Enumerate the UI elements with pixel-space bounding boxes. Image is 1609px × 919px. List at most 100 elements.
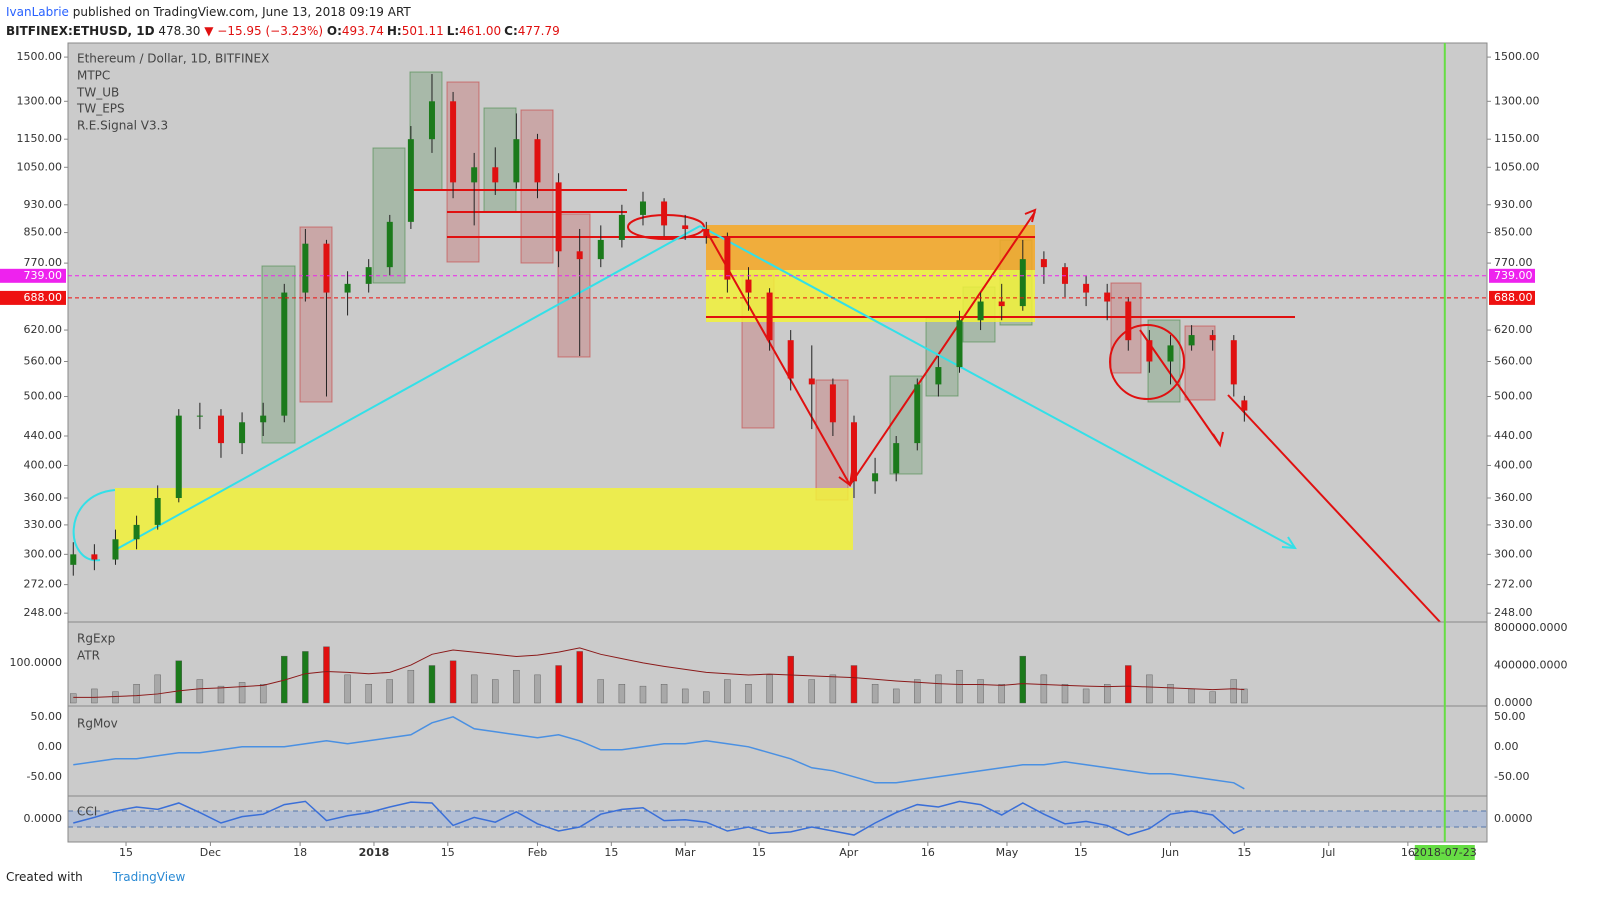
- volume-bar: [914, 679, 921, 704]
- x-tick-label: 15: [1074, 846, 1088, 859]
- price-badge: [0, 268, 66, 283]
- volume-bar: [1209, 691, 1216, 704]
- y-tick-label: 1150.00: [1494, 132, 1540, 145]
- y-tick-label: 1050.00: [1494, 160, 1540, 173]
- y2-tick-label: 400000.0000: [1494, 659, 1567, 672]
- volume-bar: [175, 660, 182, 704]
- candle-body: [217, 415, 224, 444]
- volume-bar: [196, 679, 204, 704]
- volume-bar: [1040, 674, 1048, 704]
- volume-bar: [449, 660, 457, 704]
- volume-bar: [1061, 684, 1069, 704]
- volume-bar: [724, 679, 731, 704]
- volume-bar: [956, 669, 963, 704]
- volume-bar: [154, 674, 161, 704]
- candle-body: [428, 101, 435, 140]
- volume-bar: [217, 685, 225, 704]
- candle-body: [239, 422, 246, 444]
- candle-body: [745, 279, 752, 293]
- candle-body: [618, 214, 625, 240]
- candle-body: [872, 473, 879, 482]
- volume-bar: [238, 682, 246, 704]
- volume-bar: [597, 679, 604, 704]
- candle-body: [450, 101, 457, 183]
- y-tick-label: 560.00: [1494, 355, 1533, 368]
- volume-bar: [1019, 655, 1026, 704]
- x-tick-label: Dec: [200, 846, 221, 859]
- quote-line: BITFINEX:ETHUSD, 1D 478.30 ▼ −15.95 (−3.…: [6, 22, 563, 41]
- trend-arrow: [699, 225, 1296, 549]
- volume-bar: [787, 655, 794, 704]
- candle-body: [661, 201, 668, 226]
- ohlc-key: L:: [446, 24, 460, 38]
- volume-bar: [850, 665, 858, 704]
- volume-bar: [829, 674, 837, 704]
- y-tick-label: 248.00: [24, 606, 63, 619]
- volume-bar: [576, 651, 583, 704]
- y2-tick-label: 0.0000: [1494, 696, 1533, 709]
- publish-line: IvanLabrie published on TradingView.com,…: [6, 3, 563, 22]
- volume-bar: [871, 684, 879, 704]
- candle-body: [597, 239, 604, 260]
- candle-body: [787, 340, 794, 379]
- x-tick-label: 15: [119, 846, 133, 859]
- indicator-name: R.E.Signal V3.3: [77, 119, 168, 133]
- y-tick-label: 50.00: [1494, 710, 1526, 723]
- candles: [70, 74, 1248, 576]
- candle-body: [344, 283, 351, 293]
- y-tick-label: 440.00: [1494, 429, 1533, 442]
- x-tick-label: Feb: [528, 846, 547, 859]
- volume-bar: [534, 674, 541, 704]
- volume-bar: [977, 679, 984, 704]
- x-tick-label: Apr: [839, 846, 859, 859]
- symbol: BITFINEX:ETHUSD, 1D: [6, 24, 155, 38]
- author[interactable]: IvanLabrie: [6, 5, 69, 19]
- candle-body: [893, 443, 900, 474]
- y-tick-label: 1050.00: [17, 160, 63, 173]
- volume-bar: [470, 674, 478, 704]
- ohlc-key: C:: [504, 24, 518, 38]
- plot-background: [68, 43, 1487, 842]
- range-box: [1147, 319, 1181, 403]
- x-tick-label: 16: [921, 846, 935, 859]
- resistance-zone: [706, 225, 1035, 270]
- price-badge-label: 739.00: [1494, 269, 1533, 282]
- volume-bar: [492, 679, 499, 704]
- candle-body: [365, 267, 372, 284]
- volume-bar: [133, 684, 140, 704]
- candle-body: [808, 378, 815, 385]
- candle-body: [555, 182, 562, 252]
- y-tick-label: 0.00: [38, 740, 63, 753]
- y-tick-label: 500.00: [24, 390, 63, 403]
- candle-body: [154, 498, 161, 525]
- ohlc-value: 461.00: [459, 24, 502, 38]
- candle-body: [1209, 335, 1216, 341]
- y2-tick-label: 800000.0000: [1494, 621, 1567, 634]
- y-tick-label: 440.00: [24, 429, 63, 442]
- candle-body: [1040, 259, 1047, 268]
- candle-body: [1019, 259, 1026, 307]
- x-tick-label: 16: [1401, 846, 1415, 859]
- y-tick-label: 248.00: [1494, 606, 1533, 619]
- volume-bar: [344, 674, 351, 704]
- volume-bar: [1167, 684, 1174, 704]
- brand-link[interactable]: TradingView: [112, 870, 186, 884]
- candle-body: [576, 251, 583, 260]
- candle-body: [703, 228, 710, 237]
- trend-arrow: [1227, 394, 1441, 623]
- y-tick-label: -50.00: [1494, 770, 1529, 783]
- price-change: ▼ −15.95 (−3.23%): [204, 24, 324, 38]
- y-tick-label: 620.00: [24, 323, 63, 336]
- highlight-circle: [1109, 324, 1185, 400]
- candle-body: [1125, 301, 1132, 341]
- x-tick-label: 15: [1237, 846, 1251, 859]
- publish-info: published on TradingView.com, June 13, 2…: [68, 5, 411, 19]
- indicator-line: [73, 715, 1245, 790]
- ohlc-key: O:: [326, 24, 342, 38]
- volume-bar: [407, 669, 415, 704]
- candle-body: [1146, 340, 1153, 362]
- price-badge: [1489, 268, 1535, 283]
- volume-bar: [112, 691, 119, 704]
- range-box: [557, 213, 591, 358]
